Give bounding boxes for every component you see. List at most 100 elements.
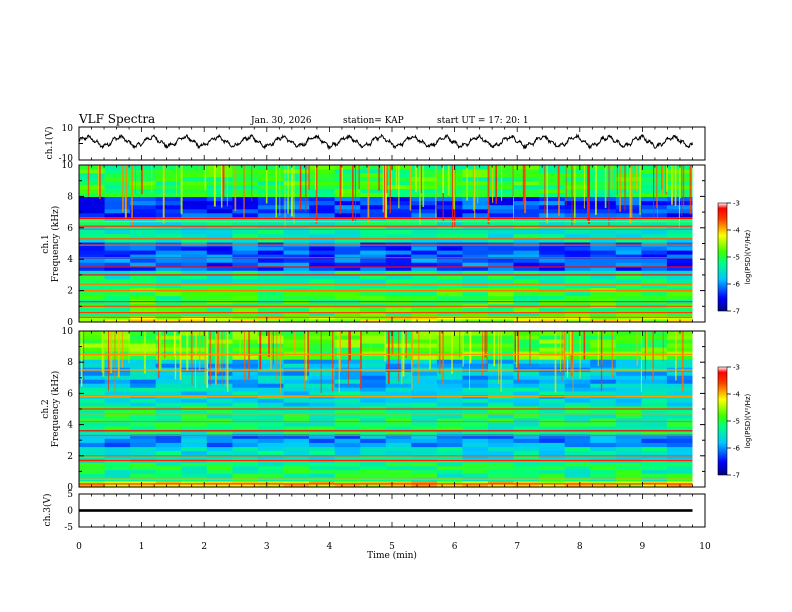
- spectrogram-cell: [436, 359, 464, 364]
- spectrogram-cell: [309, 291, 336, 297]
- spectrogram-cell: [155, 359, 182, 364]
- spectrogram-cell: [436, 208, 464, 214]
- spectrogram-cell: [232, 421, 259, 427]
- spectrogram-cell: [104, 250, 131, 255]
- sferic-streak: [640, 331, 642, 392]
- spectrogram-cell: [539, 413, 566, 419]
- spectrogram-cell: [436, 221, 464, 226]
- sferic-streak: [339, 165, 342, 215]
- spectrogram-cell: [615, 442, 642, 448]
- spectrogram-cell: [155, 283, 182, 288]
- spectrogram-cell: [181, 307, 208, 313]
- spectrogram-cell: [181, 387, 208, 392]
- spectrogram-cell: [488, 465, 515, 471]
- spectrogram-cell: [641, 221, 668, 226]
- spectrogram-cell: [257, 450, 285, 455]
- spectrogram-cell: [615, 438, 642, 443]
- spectrogram-cell: [104, 413, 131, 419]
- spectrogram-cell: [104, 375, 131, 380]
- spectrogram-cell: [104, 355, 131, 360]
- spectrogram-cell: [564, 246, 591, 251]
- spectrogram-cell: [155, 417, 182, 423]
- sferic-streak: [402, 331, 405, 377]
- spectrogram-cell: [385, 287, 412, 293]
- time-axis-label: Time (min): [367, 550, 417, 561]
- narrowband-line: [79, 244, 693, 246]
- spectrogram-cell: [104, 254, 131, 259]
- spectrogram-cell: [155, 278, 182, 284]
- spectrogram-cell: [104, 274, 131, 280]
- spectrogram-cell: [155, 371, 182, 376]
- spectrogram-cell: [539, 371, 566, 376]
- spectrogram-cell: [283, 480, 310, 485]
- spectrogram-cell: [104, 295, 131, 301]
- spectrogram-cell: [488, 405, 515, 411]
- spectrogram-cell: [360, 343, 387, 348]
- sferic-streak: [121, 331, 124, 368]
- sferic-streak: [451, 165, 453, 228]
- spectrogram-cell: [283, 196, 310, 202]
- spectrogram-cell: [411, 212, 438, 218]
- spectrogram-cell: [590, 258, 617, 263]
- spectrogram-cell: [564, 335, 591, 340]
- spectrogram-cell: [232, 172, 259, 178]
- spectrogram-cell: [232, 212, 259, 218]
- spectrogram-cell: [564, 168, 591, 174]
- spectrogram-cell: [462, 258, 489, 263]
- spectrogram-cell: [462, 417, 489, 423]
- spectrogram-cell: [232, 216, 259, 222]
- spectrogram-cell: [309, 208, 336, 214]
- spectrogram-cell: [641, 184, 668, 190]
- spectrogram-cell: [206, 390, 233, 396]
- spectrogram-cell: [488, 274, 515, 280]
- spectrogram-cell: [564, 204, 591, 210]
- spectrogram-cell: [79, 192, 106, 197]
- spectrogram-cell: [411, 311, 438, 317]
- spectrogram-cell: [615, 390, 642, 396]
- spectrogram-cell: [257, 429, 285, 435]
- spectrogram-cell: [257, 409, 285, 415]
- spectrogram-cell: [615, 480, 642, 485]
- sferic-streak: [662, 165, 664, 196]
- spectrogram-cell: [181, 184, 208, 190]
- sferic-streak: [675, 331, 677, 381]
- spectrogram-cell: [615, 262, 642, 267]
- spectrogram-cell: [539, 402, 566, 407]
- spectrogram-cell: [539, 262, 566, 267]
- spectrogram-cell: [436, 409, 464, 415]
- spectrogram-cell: [590, 229, 617, 235]
- spectrogram-cell: [283, 262, 310, 267]
- sferic-streak: [219, 331, 221, 372]
- spectrogram-cell: [411, 402, 438, 407]
- spectrogram-cell: [79, 172, 106, 178]
- spectrogram-cell: [232, 473, 259, 478]
- spectrogram-cell: [155, 270, 182, 276]
- spectrogram-cell: [130, 462, 157, 467]
- spectrogram-cell: [181, 454, 208, 459]
- spectrogram-cell: [513, 421, 540, 427]
- spectrogram-cell: [385, 438, 412, 443]
- spectrogram-cell: [590, 254, 617, 259]
- spectrogram-cell: [104, 229, 131, 235]
- sferic-streak: [453, 165, 455, 210]
- sferic-streak: [305, 331, 307, 381]
- spectrogram-cell: [641, 347, 668, 352]
- spectrogram-cell: [462, 355, 489, 360]
- spectrogram-cell: [436, 363, 464, 368]
- spectrogram-cell: [590, 295, 617, 301]
- spectrogram-cell: [564, 413, 591, 419]
- spectrogram-cell: [181, 331, 208, 336]
- spectrogram-cell: [79, 229, 106, 235]
- spectrogram-cell: [334, 258, 361, 263]
- spectrogram-cell: [104, 387, 131, 392]
- spectrogram-cell: [385, 409, 412, 415]
- spectrogram-cell: [436, 462, 464, 467]
- spectrogram-cell: [360, 442, 387, 448]
- spectrogram-cell: [181, 250, 208, 255]
- ch1-colorbar: [717, 202, 728, 312]
- spectrogram-cell: [283, 335, 310, 340]
- spectrogram-cell: [283, 429, 310, 435]
- spectrogram-cell: [104, 405, 131, 411]
- spectrogram-cell: [539, 355, 566, 360]
- spectrogram-cell: [436, 375, 464, 380]
